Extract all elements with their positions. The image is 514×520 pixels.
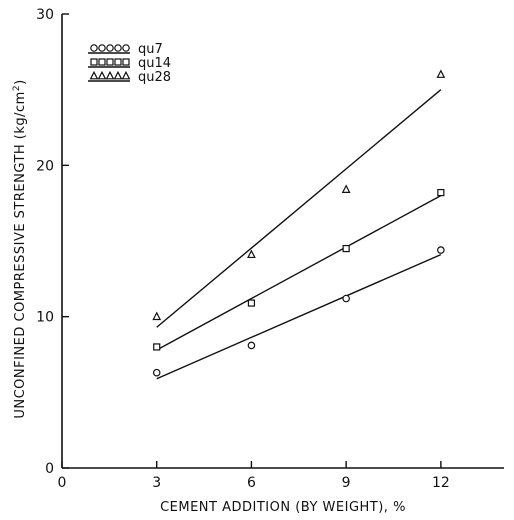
legend-marker-qu28 — [113, 70, 123, 80]
y-axis-label-end: ) — [13, 79, 28, 85]
legend-marker-qu7 — [122, 44, 130, 52]
data-point-qu7 — [342, 294, 350, 303]
data-point-qu7 — [152, 368, 161, 377]
legend-marker-qu28 — [89, 70, 99, 80]
fit-line-qu7 — [156, 253, 442, 380]
legend-marker-qu7 — [90, 44, 98, 52]
legend-marker-qu14 — [98, 58, 106, 66]
x-tick-label: 0 — [58, 475, 67, 491]
legend-marker-qu7 — [106, 44, 114, 52]
legend-marker-qu7 — [114, 44, 122, 52]
axes: 0 3 6 9 12 0 10 20 30 — [36, 7, 504, 491]
data-point-qu28 — [152, 311, 162, 321]
y-tick-label: 10 — [36, 310, 54, 326]
data-point-qu28 — [436, 69, 446, 78]
data-point-qu14 — [153, 343, 161, 351]
legend-label-qu28: qu28 — [138, 70, 171, 85]
legend-label-qu14: qu14 — [138, 56, 171, 71]
legend-marker-qu14 — [122, 58, 130, 66]
y-tick-label: 0 — [45, 461, 54, 477]
y-tick-label: 20 — [36, 158, 54, 174]
x-axis-label: CEMENT ADDITION (BY WEIGHT), % — [160, 500, 406, 515]
legend-marker-qu14 — [106, 58, 114, 66]
legend-label-qu7: qu7 — [138, 42, 163, 57]
x-tick-label: 12 — [432, 475, 450, 491]
fit-line-qu28 — [156, 89, 442, 328]
data-point-qu7 — [437, 246, 445, 254]
data-point-qu14 — [247, 299, 256, 307]
x-tick-label: 6 — [247, 475, 256, 491]
data-points — [152, 69, 446, 377]
legend-marker-qu28 — [105, 70, 115, 80]
legend-marker-qu28 — [121, 70, 131, 80]
data-point-qu28 — [341, 184, 351, 193]
y-tick-label: 30 — [36, 7, 54, 23]
data-point-qu7 — [247, 341, 256, 350]
fit-line-qu14 — [156, 194, 442, 351]
y-axis-label-exponent: 2 — [12, 85, 22, 91]
legend-marker-qu14 — [90, 58, 98, 66]
fit-lines — [156, 89, 442, 380]
legend-marker-qu7 — [98, 44, 106, 52]
y-axis-label: UNCONFINED COMPRESSIVE STRENGTH (kg/cm2) — [12, 79, 28, 418]
data-point-qu14 — [437, 188, 445, 197]
x-tick-label: 9 — [342, 475, 351, 491]
legend-marker-qu28 — [97, 70, 107, 80]
data-point-qu28 — [247, 249, 256, 259]
data-point-qu14 — [342, 244, 350, 253]
x-tick-label: 3 — [152, 475, 161, 491]
y-axis-label-main: UNCONFINED COMPRESSIVE STRENGTH (kg/cm — [13, 91, 28, 419]
legend-marker-qu14 — [114, 58, 122, 66]
